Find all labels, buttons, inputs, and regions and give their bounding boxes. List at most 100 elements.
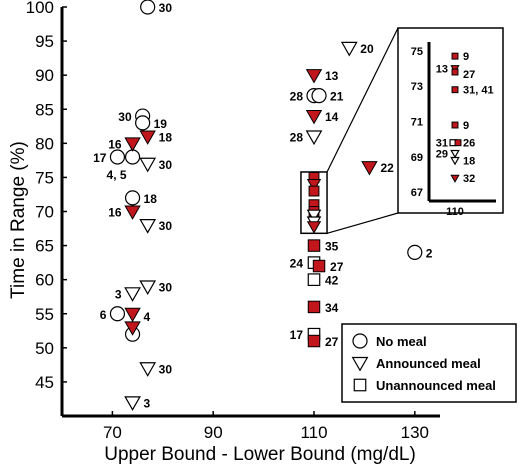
data-point	[307, 334, 321, 348]
y-tick-label: 45	[35, 373, 54, 392]
inset-frame	[397, 27, 504, 214]
point-label: 42	[325, 274, 339, 288]
data-point	[311, 88, 327, 104]
legend-box	[341, 323, 517, 403]
data-point	[124, 149, 141, 165]
y-axis-title: Time in Range (%)	[8, 141, 29, 299]
point-label: 30	[159, 280, 173, 294]
data-point	[305, 69, 323, 84]
data-point	[305, 110, 323, 125]
point-label: 13	[325, 69, 339, 83]
inset-point-label: 26	[463, 138, 475, 150]
inset-data-point	[450, 156, 460, 166]
data-point	[361, 161, 378, 176]
point-label: 2	[426, 246, 433, 260]
data-point	[307, 300, 321, 314]
data-point	[312, 259, 326, 273]
inset-data-point	[451, 86, 459, 94]
data-point	[139, 362, 157, 377]
point-label: 30	[159, 219, 173, 233]
point-label: 27	[330, 260, 344, 274]
point-label: 4	[144, 310, 151, 324]
data-point	[135, 115, 151, 131]
zoom-connector-line	[326, 212, 399, 234]
inset-point-label: 29	[436, 148, 448, 160]
point-label: 18	[144, 192, 158, 206]
data-point	[139, 280, 157, 296]
x-tick-label: 70	[103, 423, 122, 442]
inset-data-point	[450, 174, 460, 183]
point-label: 17	[93, 151, 107, 165]
point-label: 20	[360, 42, 374, 56]
cluster-point	[308, 185, 320, 197]
point-label: 16	[108, 206, 122, 220]
data-marks	[109, 0, 423, 411]
inset-point-label: 18	[463, 155, 475, 167]
data-point	[109, 149, 126, 165]
data-point	[307, 273, 321, 287]
legend-entry: Announced meal	[376, 356, 481, 371]
point-label: 3	[115, 287, 122, 301]
data-point	[124, 287, 141, 302]
x-tick-label: 110	[300, 423, 327, 442]
inset-y-tick-label: 69	[411, 152, 423, 164]
inset-data-point	[454, 139, 462, 147]
cluster-point	[306, 209, 322, 223]
data-point	[407, 244, 423, 260]
data-point	[139, 219, 157, 234]
point-label: 27	[325, 335, 339, 349]
inset-x-tick-label: 110	[446, 206, 464, 218]
inset-y-tick-label: 75	[411, 46, 423, 58]
data-point	[140, 0, 156, 15]
y-tick-label: 50	[35, 339, 54, 358]
data-point	[124, 205, 141, 220]
inset-point-label: 9	[463, 120, 469, 132]
legend-marker	[351, 356, 369, 372]
x-axis-title: Upper Bound - Lower Bound (mg/dL)	[104, 444, 416, 465]
point-label: 28	[290, 131, 304, 145]
zoom-region-box	[300, 171, 328, 235]
y-tick-label: 55	[35, 305, 54, 324]
data-point	[124, 396, 141, 411]
axes: 45 50 55 60 65 70 75 80 85 90 95 100 70 90 110 130	[26, 0, 440, 442]
y-tick-label: 90	[35, 66, 54, 85]
data-point	[305, 130, 323, 146]
inset-point-label: 27	[463, 69, 475, 81]
inset-data-point	[451, 52, 459, 60]
data-point	[124, 137, 141, 152]
x-tick-label: 130	[401, 423, 429, 442]
data-point	[124, 190, 141, 206]
legend: No meal Announced meal Unannounced meal	[341, 323, 517, 403]
point-label: 6	[100, 308, 107, 322]
legend-entry: No meal	[376, 334, 427, 349]
point-label: 18	[159, 131, 173, 145]
zoom-connector-line	[326, 27, 399, 173]
inset-data-point	[450, 149, 460, 159]
data-point	[340, 41, 358, 57]
y-tick-label: 60	[35, 271, 54, 290]
x-tick-label: 90	[204, 423, 223, 442]
point-label: 4, 5	[107, 168, 127, 182]
inset-data-point	[451, 121, 459, 129]
point-label: 19	[154, 117, 168, 131]
y-tick-label: 95	[35, 32, 54, 51]
point-label: 30	[159, 158, 173, 172]
point-label: 3	[144, 396, 151, 410]
point-label: 35	[325, 240, 339, 254]
data-point	[307, 239, 321, 252]
inset-point-label: 31	[436, 138, 448, 150]
inset-data-point	[451, 68, 459, 76]
inset-y-tick-label: 73	[411, 81, 423, 93]
point-label: 21	[330, 90, 344, 104]
point-label: 24	[290, 257, 304, 271]
point-label: 17	[290, 328, 304, 342]
point-label: 16	[108, 137, 122, 151]
point-label: 30	[159, 1, 173, 15]
inset-y-tick-label: 67	[411, 187, 423, 199]
point-label: 34	[325, 301, 339, 315]
inset-point-label: 9	[463, 51, 469, 63]
data-point	[139, 157, 157, 173]
inset-point-label: 13	[436, 64, 448, 76]
